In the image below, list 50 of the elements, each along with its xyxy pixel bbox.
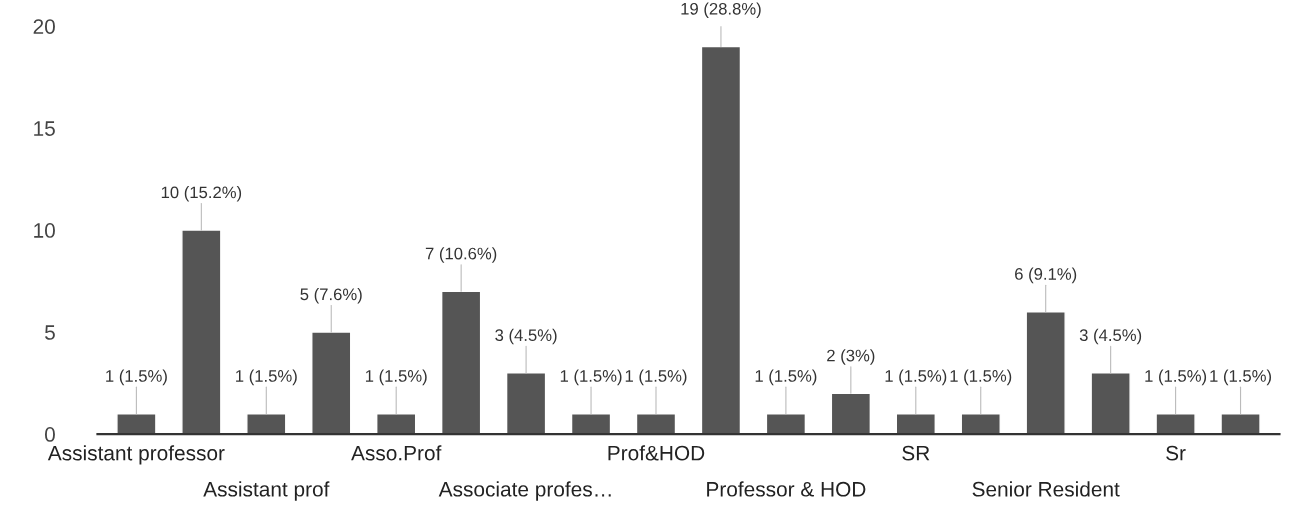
x-tick-label: Asso.Prof [351,445,442,461]
data-label: 7 (10.6%) [425,247,497,263]
x-tick-label: Professor & HOD [707,481,866,497]
bar [700,45,742,435]
data-label: 1 (1.5%) [885,369,947,386]
data-label: 5 (7.6%) [300,288,362,304]
data-label: 1 (1.5%) [950,369,1012,386]
bar [376,412,417,435]
bar [440,290,482,435]
data-label: 1 (1.5%) [625,369,687,386]
x-tick-label: Senior Resident [972,481,1120,497]
data-label: 3 (4.5%) [495,328,557,345]
bar [246,412,287,435]
data-label: 1 (1.5%) [365,369,427,386]
x-tick-label: Associate profes… [438,481,611,501]
bar [1220,412,1261,435]
x-tick-label: Assistant professor [47,445,225,465]
x-tick-label: Prof&HOD [608,445,705,461]
data-label: 1 (1.5%) [1210,369,1272,386]
y-tick-label: 0 [44,427,55,442]
data-label: 1 (1.5%) [1145,369,1207,386]
data-label: 6 (9.1%) [1015,267,1077,284]
bar [505,372,547,435]
bar [1155,412,1196,435]
data-label: 19 (28.8%) [681,2,761,18]
x-tick-label: Assistant prof [203,481,330,501]
y-tick-label: 20 [33,19,55,34]
bar [1025,311,1066,435]
data-label: 3 (4.5%) [1079,328,1142,345]
y-tick-label: 5 [45,325,55,340]
data-label: 10 (15.2%) [161,186,242,202]
bar [116,412,157,435]
data-label: 1 (1.5%) [236,369,297,386]
bar [570,412,612,435]
y-tick-label: 10 [34,223,55,238]
data-label: 1 (1.5%) [560,369,622,386]
x-tick-label: SR [902,445,930,461]
data-label: 1 (1.5%) [106,369,167,386]
y-tick-label: 15 [34,121,55,136]
x-tick-label: Sr [1166,445,1186,461]
data-label: 1 (1.5%) [755,369,817,386]
bar [181,229,222,435]
data-label: 2 (3%) [827,349,875,365]
bar [311,331,352,435]
bar [960,412,1001,435]
bar [895,412,936,435]
bar [1090,372,1131,435]
bar [635,412,677,435]
bar [765,412,807,435]
bar [830,392,872,435]
